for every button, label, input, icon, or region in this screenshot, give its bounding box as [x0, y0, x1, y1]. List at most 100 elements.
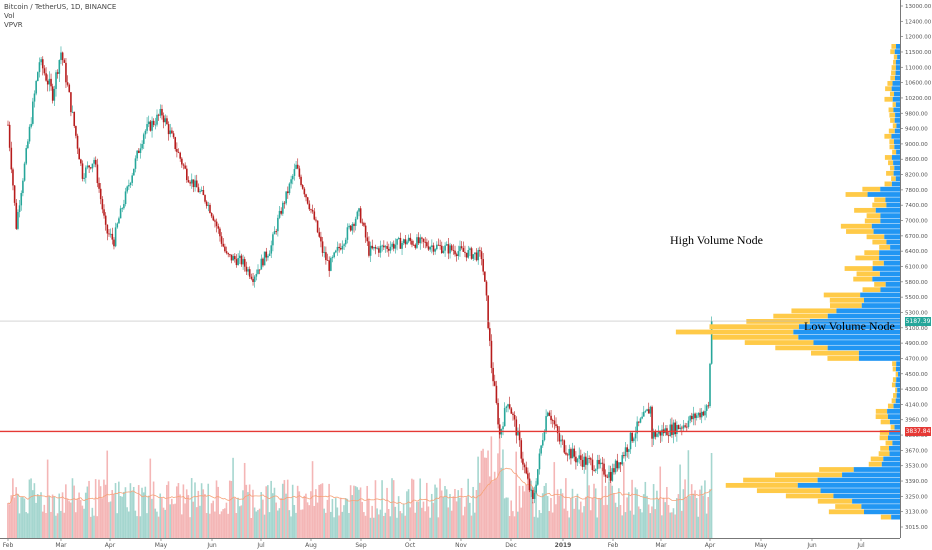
volume-bar — [435, 487, 438, 538]
volume-bar — [656, 490, 658, 538]
volume-bar — [498, 426, 501, 538]
volume-bar — [374, 480, 377, 538]
candle-body — [37, 72, 39, 81]
candle-body — [639, 418, 642, 423]
candle-body — [437, 244, 440, 246]
candle-body — [576, 458, 579, 463]
candle-body — [202, 190, 205, 196]
candle-body — [310, 209, 312, 211]
candle-body — [379, 245, 382, 253]
candle-body — [80, 159, 82, 164]
candle-body — [520, 440, 523, 459]
candle-body — [480, 251, 483, 260]
candle-body — [283, 202, 286, 204]
vpvr-buy-bar — [886, 202, 900, 208]
volume-bar — [273, 487, 276, 538]
volume-bar — [573, 508, 575, 538]
volume-bar — [298, 491, 301, 538]
vol-indicator-label[interactable]: Vol — [4, 12, 15, 20]
candle-body — [676, 425, 678, 435]
vpvr-buy-bar — [896, 149, 900, 155]
volume-bar — [654, 509, 657, 538]
candle-body — [581, 459, 584, 467]
volume-bar — [556, 489, 559, 538]
candle-body — [396, 238, 398, 245]
candle-body — [406, 241, 408, 245]
volume-bar — [626, 497, 628, 538]
candle-body — [459, 246, 461, 252]
candle-body — [113, 239, 115, 247]
vpvr-buy-bar — [893, 170, 900, 176]
volume-bar — [108, 502, 110, 538]
volume-bar — [553, 462, 556, 538]
candle-body — [250, 276, 253, 279]
volume-bar — [56, 513, 59, 538]
volume-bar — [687, 450, 690, 538]
volume-bar — [238, 506, 241, 538]
candle-body — [215, 221, 218, 227]
volume-bar — [397, 496, 400, 538]
candle-body — [75, 126, 77, 136]
vpvr-sell-bar — [884, 155, 892, 160]
candle-body — [41, 59, 44, 69]
candle-body — [674, 422, 677, 435]
volume-bar — [28, 479, 31, 538]
volume-bar — [497, 453, 499, 538]
volume-bar — [205, 513, 208, 538]
volume-bar — [473, 512, 476, 538]
volume-bar — [45, 513, 47, 538]
candle-body — [588, 458, 590, 459]
vpvr-buy-bar — [895, 398, 900, 404]
candle-body — [133, 168, 135, 176]
vpvr-buy-bar — [853, 467, 900, 472]
candle-body — [351, 224, 354, 231]
vpvr-sell-bar — [890, 49, 895, 55]
volume-bar — [651, 506, 653, 538]
volume-bar — [346, 498, 349, 538]
volume-bar — [98, 479, 100, 538]
price-axis-label: 3960.00 — [905, 418, 928, 424]
time-axis-label: Nov — [455, 542, 467, 549]
candle-body — [689, 415, 691, 421]
vpvr-buy-bar — [827, 345, 900, 351]
vpvr-buy-bar — [889, 451, 900, 457]
volume-bar — [258, 508, 261, 538]
candle-body — [7, 124, 9, 126]
volume-bar — [111, 490, 114, 538]
volume-bar — [543, 485, 546, 538]
volume-bar — [707, 496, 710, 538]
volume-bar — [214, 511, 216, 538]
candle-body — [469, 248, 471, 251]
time-axis[interactable]: Feb Mar Apr May Jun Jul Aug Sep Oct Nov Dec 2019 Feb… — [0, 538, 900, 549]
volume-bar — [483, 457, 486, 538]
volume-bar — [608, 481, 610, 538]
candle-body — [78, 148, 80, 160]
volume-bar — [394, 506, 397, 538]
vpvr-sell-bar — [756, 488, 821, 494]
volume-bar — [538, 510, 541, 538]
candle-body — [537, 469, 539, 485]
candle-body — [227, 253, 230, 255]
volume-bar — [503, 498, 506, 538]
volume-bar — [399, 511, 402, 538]
candle-body — [65, 62, 67, 83]
vpvr-indicator-label[interactable]: VPVR — [4, 21, 23, 29]
vpvr-sell-bar — [854, 207, 876, 213]
candle-body — [282, 202, 284, 214]
volume-bar — [401, 513, 403, 538]
volume-bar — [637, 506, 640, 538]
candle-body — [455, 254, 458, 257]
candle-body — [555, 424, 557, 427]
price-axis[interactable]: 13000.00 12400.00 12000.00 11500.00 11000.00… — [900, 0, 932, 550]
candle-body — [705, 405, 708, 411]
symbol-title[interactable]: Bitcoin / TetherUS, 1D, BINANCE — [4, 3, 117, 11]
candle-body — [124, 191, 127, 205]
candle-body — [86, 165, 89, 168]
price-axis-label: 7800.00 — [905, 188, 928, 194]
volume-bar — [679, 464, 681, 538]
vpvr-sell-bar — [872, 260, 884, 266]
vpvr-buy-bar — [872, 276, 900, 282]
volume-bar — [275, 502, 277, 538]
candle-body — [475, 252, 478, 261]
